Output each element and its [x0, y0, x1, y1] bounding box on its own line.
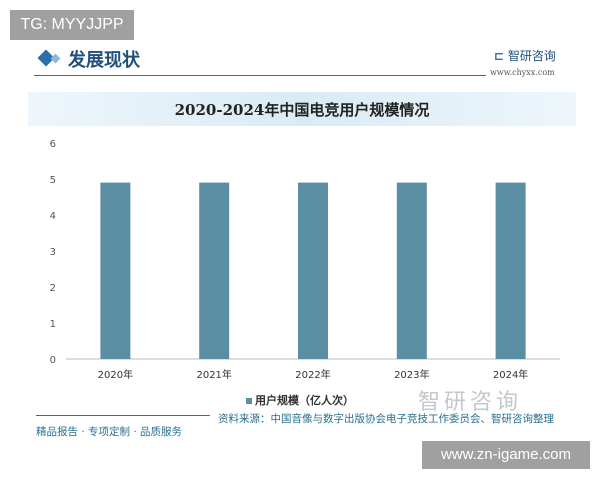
- tagline: 精品报告 · 专项定制 · 品质服务: [36, 426, 183, 438]
- title-bar: [28, 92, 576, 126]
- divider: [34, 75, 486, 76]
- brand-name: 智研咨询: [507, 49, 556, 63]
- y-tick-label: 2: [50, 283, 56, 294]
- watermark-logo: 智研咨询: [418, 390, 523, 415]
- legend-label: 用户规模（亿人次）: [255, 394, 354, 407]
- site-overlay: www.zn-igame.com: [422, 441, 590, 469]
- y-tick-label: 0: [50, 355, 56, 366]
- bar: [396, 182, 427, 359]
- legend-swatch: [246, 398, 252, 404]
- y-tick-label: 4: [50, 211, 56, 222]
- y-tick-label: 5: [50, 175, 56, 186]
- bar: [100, 182, 131, 359]
- overlay-tag: TG: MYYJJPP: [10, 10, 134, 40]
- bar: [199, 182, 230, 359]
- x-tick-label: 2023年: [394, 368, 429, 381]
- brand-url: www.chyxx.com: [490, 68, 555, 77]
- x-tick-label: 2024年: [493, 368, 528, 381]
- footer-divider: [36, 415, 210, 416]
- y-tick-label: 3: [50, 247, 56, 258]
- y-tick-label: 1: [50, 319, 56, 330]
- y-tick-label: 6: [50, 139, 56, 150]
- bar: [495, 182, 526, 359]
- bar: [298, 182, 328, 359]
- x-tick-label: 2020年: [98, 368, 133, 381]
- source-note: 资料来源：中国音像与数字出版协会电子竞技工作委员会、智研咨询整理: [218, 413, 554, 425]
- legend: 用户规模（亿人次）: [0, 392, 600, 408]
- x-tick-label: 2022年: [295, 368, 330, 381]
- brand-logo: ⊏ 智研咨询: [494, 49, 556, 63]
- x-tick-label: 2021年: [196, 368, 231, 381]
- chart-title: 2020-2024年中国电竞用户规模情况: [174, 101, 430, 119]
- section-title: 发展现状: [68, 50, 140, 71]
